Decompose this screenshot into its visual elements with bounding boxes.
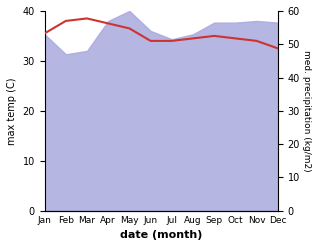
Y-axis label: med. precipitation (kg/m2): med. precipitation (kg/m2) bbox=[302, 50, 311, 172]
X-axis label: date (month): date (month) bbox=[120, 230, 203, 240]
Y-axis label: max temp (C): max temp (C) bbox=[7, 77, 17, 144]
